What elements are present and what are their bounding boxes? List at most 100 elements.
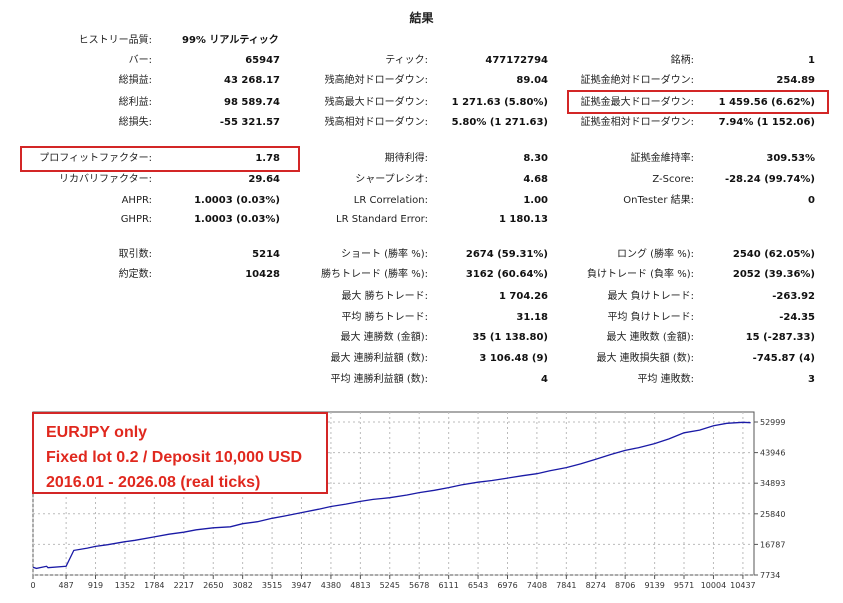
stat-label: 約定数: [118, 269, 152, 280]
stat-value: 1.78 [255, 153, 280, 164]
stat-label: 証拠金相対ドローダウン: [580, 117, 694, 128]
x-tick-label: 8706 [615, 581, 635, 590]
stat-label: ロング (勝率 %): [616, 249, 694, 260]
y-tick-label: 34893 [760, 479, 785, 488]
stat-label: 負けトレード (負率 %): [586, 269, 694, 280]
stat-value: 3 [808, 374, 815, 385]
stat-value: 477172794 [485, 55, 548, 66]
x-tick-label: 2650 [203, 581, 223, 590]
x-tick-label: 919 [88, 581, 103, 590]
x-tick-label: 9571 [674, 581, 694, 590]
stat-label: 証拠金維持率: [630, 153, 694, 164]
stat-label: ヒストリー品質: [78, 35, 152, 46]
stat-label: AHPR: [121, 195, 152, 206]
x-tick-label: 1784 [144, 581, 164, 590]
stat-label: 平均 連勝利益額 (数): [330, 374, 428, 385]
x-tick-label: 6111 [438, 581, 458, 590]
stat-label: 平均 負けトレード: [607, 312, 694, 323]
stat-value: 1 459.56 (6.62%) [718, 97, 815, 108]
stat-value: 2052 (39.36%) [732, 269, 815, 280]
x-tick-label: 5678 [409, 581, 429, 590]
stat-label: LR Correlation: [353, 195, 428, 206]
x-tick-label: 487 [58, 581, 73, 590]
stat-value: 1 271.63 (5.80%) [451, 97, 548, 108]
highlight-equity-max-drawdown [567, 90, 829, 114]
stat-label: 総損益: [118, 75, 152, 86]
stat-label: 取引数: [118, 249, 152, 260]
stat-label: 最大 連勝数 (金額): [340, 332, 428, 343]
stat-value: 1 704.26 [498, 291, 548, 302]
annotation-lot-deposit: Fixed lot 0.2 / Deposit 10,000 USD [46, 449, 303, 466]
stat-value: 4.68 [523, 174, 548, 185]
annotation-symbol: EURJPY only [46, 424, 148, 441]
stat-value: 5214 [252, 249, 280, 260]
balance-line [32, 421, 751, 570]
stat-label: GHPR: [120, 214, 152, 225]
highlight-profit-factor [20, 146, 300, 172]
stat-label: バー: [128, 55, 152, 66]
stat-value: -745.87 (4) [752, 353, 815, 364]
stat-value: 1.0003 (0.03%) [194, 195, 280, 206]
stat-value: 7.94% (1 152.06) [718, 117, 815, 128]
stat-value: -28.24 (99.74%) [724, 174, 815, 185]
stat-value: 65947 [245, 55, 280, 66]
stat-value: 98 589.74 [224, 97, 280, 108]
x-tick-label: 10437 [730, 581, 755, 590]
stat-label: 最大 連勝利益額 (数): [330, 353, 428, 364]
x-tick-label: 6543 [468, 581, 488, 590]
stat-label: 証拠金最大ドローダウン: [580, 97, 694, 108]
stat-value: -263.92 [772, 291, 815, 302]
stat-label: ティック: [385, 55, 428, 66]
stat-value: 0 [808, 195, 815, 206]
x-tick-label: 9139 [644, 581, 664, 590]
stat-label: シャープレシオ: [355, 174, 428, 185]
stat-label: 総損失: [118, 117, 152, 128]
stat-label: 証拠金絶対ドローダウン: [580, 75, 694, 86]
stat-label: OnTester 結果: [623, 195, 694, 206]
y-tick-label: 16787 [760, 540, 785, 549]
stat-label: 残高絶対ドローダウン: [324, 75, 428, 86]
x-tick-label: 2217 [174, 581, 194, 590]
stat-label: プロフィットファクター: [39, 153, 152, 164]
annotation-period: 2016.01 - 2026.08 (real ticks) [46, 474, 261, 491]
y-tick-label: 43946 [760, 449, 785, 458]
y-tick-label: 7734 [760, 571, 780, 580]
stat-label: リカバリファクター: [59, 174, 152, 185]
stat-value: 89.04 [516, 75, 548, 86]
stat-label: 残高最大ドローダウン: [324, 97, 428, 108]
x-tick-label: 3947 [291, 581, 311, 590]
stat-value: 35 (1 138.80) [472, 332, 548, 343]
stat-value: 1 180.13 [498, 214, 548, 225]
stat-label: 最大 負けトレード: [607, 291, 694, 302]
stat-label: ショート (勝率 %): [340, 249, 428, 260]
stat-label: 最大 連敗数 (金額): [606, 332, 694, 343]
stat-label: 平均 連敗数: [637, 374, 694, 385]
stat-value: 4 [541, 374, 548, 385]
stat-value: 15 (-287.33) [745, 332, 815, 343]
stat-value: 3162 (60.64%) [465, 269, 548, 280]
stat-label: 最大 勝ちトレード: [341, 291, 428, 302]
x-tick-label: 10004 [701, 581, 726, 590]
y-tick-label: 25840 [760, 510, 785, 519]
stat-value: -24.35 [779, 312, 815, 323]
stat-value: 1 [808, 55, 815, 66]
stat-value: -55 321.57 [219, 117, 280, 128]
stat-value: 29.64 [248, 174, 280, 185]
stat-value: 1.00 [523, 195, 548, 206]
x-tick-label: 1352 [115, 581, 135, 590]
x-tick-label: 6976 [497, 581, 517, 590]
x-tick-label: 7841 [556, 581, 576, 590]
stat-label: 銘柄: [670, 55, 694, 66]
stat-label: 平均 勝ちトレード: [341, 312, 428, 323]
stat-value: 5.80% (1 271.63) [451, 117, 548, 128]
stat-label: 勝ちトレード (勝率 %): [320, 269, 428, 280]
x-tick-label: 3082 [232, 581, 252, 590]
stat-value: 309.53% [766, 153, 815, 164]
stat-value: 99% リアルティック [182, 35, 279, 46]
x-tick-label: 4380 [321, 581, 341, 590]
x-tick-label: 3515 [262, 581, 282, 590]
stat-label: 残高相対ドローダウン: [324, 117, 428, 128]
stat-label: 期待利得: [384, 153, 428, 164]
x-tick-label: 8274 [586, 581, 606, 590]
x-tick-label: 5245 [380, 581, 400, 590]
